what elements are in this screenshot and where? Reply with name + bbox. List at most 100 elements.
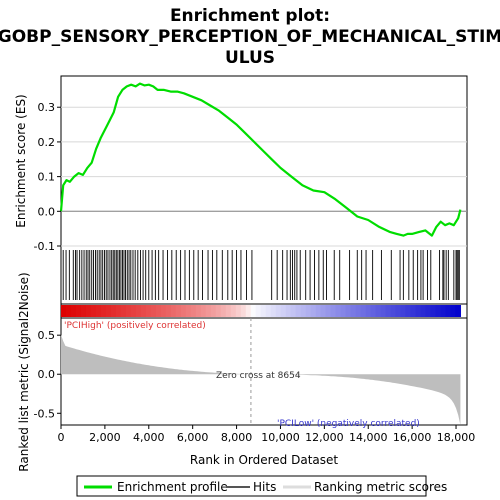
gradient-bar-segment (420, 305, 427, 317)
gradient-bar-segment (240, 305, 247, 317)
gradient-bar-segment (225, 305, 232, 317)
gradient-bar-segment (360, 305, 367, 317)
gradient-bar-segment (170, 305, 177, 317)
hits-layer (62, 250, 460, 300)
legend-label-enrichment: Enrichment profile (117, 480, 228, 494)
gradient-bar-segment (440, 305, 447, 317)
gradient-bar-segment (380, 305, 387, 317)
gradient-bar-segment (61, 305, 67, 317)
gradient-bar-segment (385, 305, 392, 317)
gradient-bar-segment (210, 305, 217, 317)
gradient-bar-segment (115, 305, 122, 317)
x-axis-label: Rank in Ordered Dataset (190, 453, 338, 467)
metric-axis-label: Ranked list metric (Signal2Noise) (17, 272, 31, 471)
gradient-bar-segment (435, 305, 442, 317)
legend-label-hits: Hits (253, 480, 276, 494)
chart-title-line-3: ULUS (225, 48, 275, 68)
x-tick-label: 4,000 (133, 431, 165, 444)
zero-cross-label: Zero cross at 8654 (216, 371, 301, 381)
es-panel (60, 75, 468, 247)
metric-y-ticks: -0.5 0.0 0.5 (34, 329, 61, 420)
pos-correlated-label: 'PCIHigh' (positively correlated) (64, 321, 206, 331)
metric-tick-label: -0.5 (34, 407, 55, 420)
es-y-ticks: -0.1 0.0 0.1 0.2 0.3 (34, 101, 61, 253)
gradient-bar-segment (195, 305, 202, 317)
es-tick-label: 0.0 (38, 205, 56, 218)
es-tick-label: 0.2 (38, 136, 56, 149)
gradient-bar-segment (255, 305, 262, 317)
x-tick-label: 14,000 (349, 431, 388, 444)
gradient-bar (61, 305, 462, 317)
metric-area (61, 318, 461, 425)
gradient-bar-segment (350, 305, 357, 317)
gradient-bar-segment (80, 305, 87, 317)
metric-tick-label: 0.5 (38, 329, 56, 342)
chart-title-line-2: GOBP_SENSORY_PERCEPTION_OF_MECHANICAL_ST… (0, 27, 500, 47)
gradient-bar-segment (110, 305, 117, 317)
gradient-bar-segment (90, 305, 97, 317)
es-tick-label: -0.1 (34, 240, 55, 253)
gradient-bar-segment (365, 305, 372, 317)
gradient-bar-segment (105, 305, 112, 317)
gradient-bar-segment (235, 305, 242, 317)
gradient-bar-segment (455, 305, 462, 317)
gradient-bar-segment (270, 305, 277, 317)
gradient-bar-segment (65, 305, 72, 317)
gradient-bar-segment (220, 305, 227, 317)
gradient-bar-segment (95, 305, 102, 317)
enrichment-profile-line (59, 82, 462, 237)
gradient-bar-segment (320, 305, 327, 317)
gradient-bar-segment (280, 305, 287, 317)
gradient-bar-segment (230, 305, 237, 317)
gradient-bar-segment (250, 305, 257, 317)
x-tick-label: 2,000 (89, 431, 121, 444)
gradient-bar-segment (345, 305, 352, 317)
es-axis-label: Enrichment score (ES) (14, 94, 28, 227)
gradient-bar-segment (215, 305, 222, 317)
gradient-bar-segment (395, 305, 402, 317)
gradient-bar-segment (120, 305, 127, 317)
gradient-bar-segment (375, 305, 382, 317)
gradient-bar-segment (200, 305, 207, 317)
x-ticks: 0 2,000 4,000 6,000 8,000 10,000 12,000 14,000 1… (58, 425, 476, 444)
gradient-bar-segment (275, 305, 282, 317)
gradient-bar-segment (340, 305, 347, 317)
x-tick-label: 0 (58, 431, 65, 444)
x-tick-label: 18,000 (437, 431, 476, 444)
gradient-bar-segment (260, 305, 267, 317)
x-tick-label: 6,000 (177, 431, 209, 444)
gradient-bar-segment (335, 305, 342, 317)
gradient-bar-segment (145, 305, 152, 317)
neg-correlated-label: 'PCILow' (negatively correlated) (277, 419, 420, 429)
hits-panel (60, 245, 468, 305)
gradient-bar-segment (150, 305, 157, 317)
gradient-bar-segment (205, 305, 212, 317)
gradient-bar-segment (370, 305, 377, 317)
metric-tick-label: 0.0 (38, 368, 56, 381)
gradient-bar-segment (140, 305, 147, 317)
gradient-bar-segment (100, 305, 107, 317)
gradient-bar-segment (425, 305, 432, 317)
es-tick-label: 0.3 (38, 101, 56, 114)
gradient-bar-segment (415, 305, 422, 317)
gradient-bar-segment (410, 305, 417, 317)
chart-title-line-1: Enrichment plot: (170, 6, 330, 26)
gradient-bar-segment (165, 305, 172, 317)
gradient-bar-segment (70, 305, 77, 317)
gradient-bar-segment (130, 305, 137, 317)
gradient-bar-segment (245, 305, 252, 317)
gradient-bar-segment (160, 305, 167, 317)
gradient-bar-segment (330, 305, 337, 317)
x-tick-label: 8,000 (221, 431, 253, 444)
gradient-bar-segment (400, 305, 407, 317)
gradient-bar-segment (135, 305, 142, 317)
legend-box (76, 475, 427, 497)
gradient-bar-segment (315, 305, 322, 317)
gradient-bar-segment (310, 305, 317, 317)
gradient-bar-segment (175, 305, 182, 317)
gradient-bar-segment (300, 305, 307, 317)
gradient-bar-segment (325, 305, 332, 317)
gradient-bar-segment (445, 305, 452, 317)
gradient-bar-segment (390, 305, 397, 317)
